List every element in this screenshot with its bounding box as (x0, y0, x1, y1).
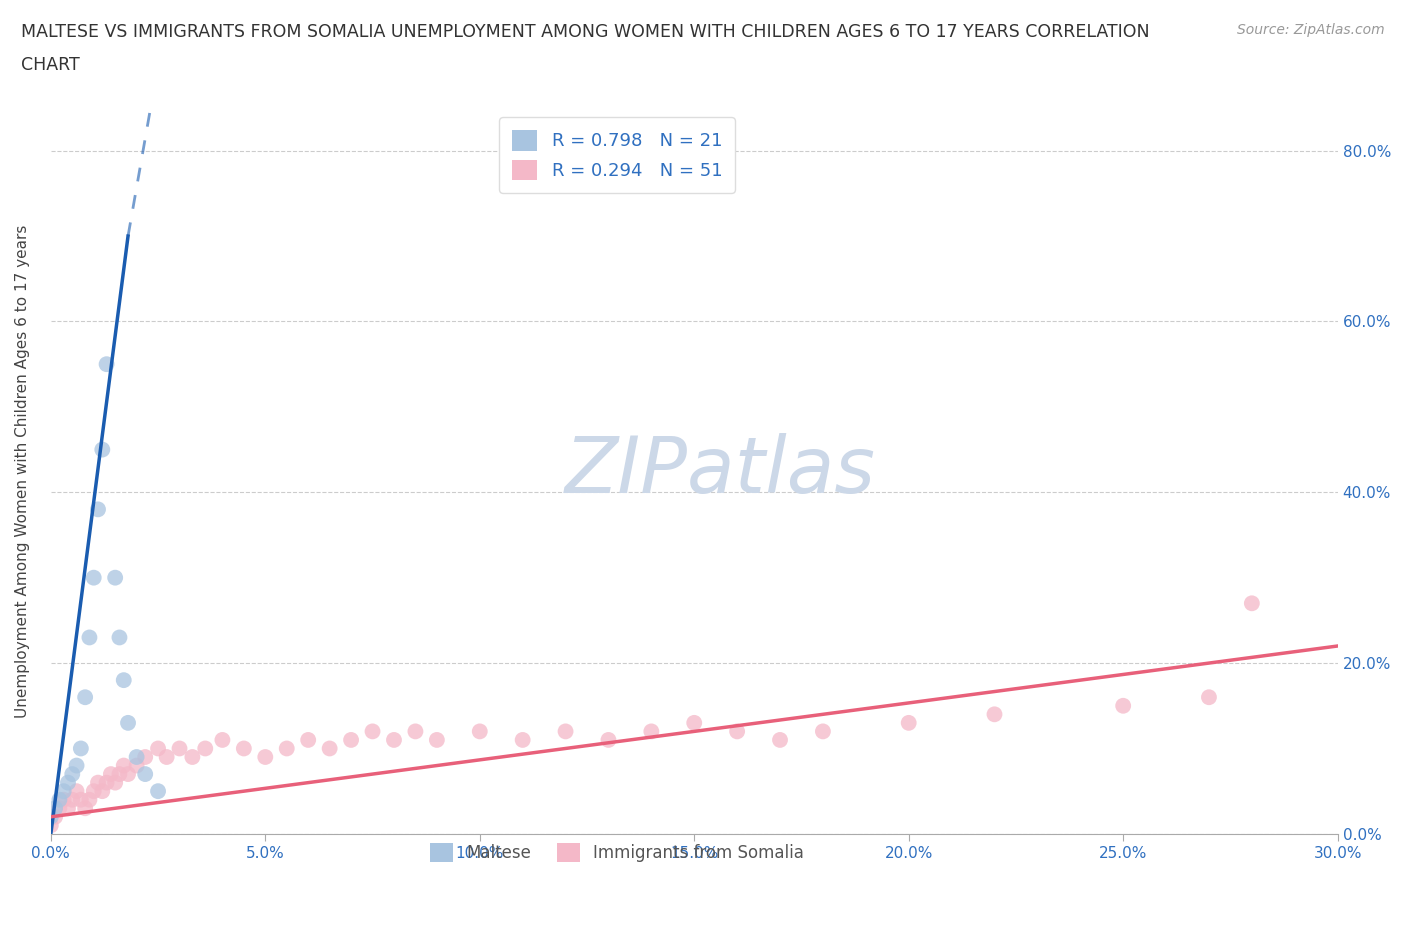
Point (769, 733, 792, 748)
Point (96, 357, 118, 372)
Point (169, 741, 191, 756)
Point (404, 724, 426, 738)
Point (83, 784, 105, 799)
Point (104, 776, 127, 790)
Point (125, 758, 148, 773)
Point (79, 630, 101, 644)
Y-axis label: Unemployment Among Women with Children Ages 6 to 17 years: Unemployment Among Women with Children A… (15, 224, 30, 718)
Point (554, 724, 576, 738)
Legend: Maltese, Immigrants from Somalia: Maltese, Immigrants from Somalia (423, 836, 811, 870)
Point (254, 750, 277, 764)
Point (104, 570, 127, 585)
Point (79, 792, 101, 807)
Point (125, 750, 148, 764)
Point (181, 750, 204, 764)
Point (468, 724, 491, 738)
Point (382, 733, 405, 748)
Point (52, 792, 75, 807)
Point (60, 766, 83, 781)
Point (52, 784, 75, 799)
Point (1112, 698, 1135, 713)
Text: ZIPatlas: ZIPatlas (565, 433, 876, 509)
Point (56, 776, 79, 790)
Point (56, 801, 79, 816)
Text: Source: ZipAtlas.com: Source: ZipAtlas.com (1237, 23, 1385, 37)
Point (60, 792, 83, 807)
Point (112, 758, 135, 773)
Point (112, 672, 135, 687)
Point (983, 707, 1005, 722)
Point (318, 741, 340, 756)
Point (39, 809, 62, 824)
Point (75, 801, 97, 816)
Point (108, 766, 131, 781)
Text: MALTESE VS IMMIGRANTS FROM SOMALIA UNEMPLOYMENT AMONG WOMEN WITH CHILDREN AGES 6: MALTESE VS IMMIGRANTS FROM SOMALIA UNEMP… (21, 23, 1150, 41)
Point (146, 741, 169, 756)
Point (134, 750, 156, 764)
Point (232, 741, 254, 756)
Point (134, 766, 156, 781)
Point (48, 801, 70, 816)
Point (65, 758, 87, 773)
Point (426, 733, 449, 748)
Point (48, 792, 70, 807)
Point (44, 801, 66, 816)
Point (640, 724, 662, 738)
Point (297, 733, 319, 748)
Point (75, 690, 97, 705)
Point (725, 724, 748, 738)
Text: CHART: CHART (21, 56, 80, 73)
Point (276, 741, 298, 756)
Point (1240, 596, 1263, 611)
Point (683, 715, 706, 730)
Point (70, 741, 93, 756)
Point (146, 784, 169, 799)
Point (39, 817, 62, 832)
Point (1198, 690, 1220, 705)
Point (44, 809, 66, 824)
Point (340, 733, 363, 748)
Point (117, 715, 139, 730)
Point (897, 715, 920, 730)
Point (87, 502, 110, 517)
Point (100, 766, 122, 781)
Point (811, 724, 834, 738)
Point (598, 733, 620, 748)
Point (108, 630, 131, 644)
Point (91, 784, 114, 799)
Point (65, 784, 87, 799)
Point (87, 776, 110, 790)
Point (83, 570, 105, 585)
Point (361, 724, 384, 738)
Point (211, 733, 233, 748)
Point (156, 750, 179, 764)
Point (512, 733, 534, 748)
Point (96, 776, 118, 790)
Point (194, 741, 217, 756)
Point (117, 766, 139, 781)
Point (70, 792, 93, 807)
Point (91, 442, 114, 457)
